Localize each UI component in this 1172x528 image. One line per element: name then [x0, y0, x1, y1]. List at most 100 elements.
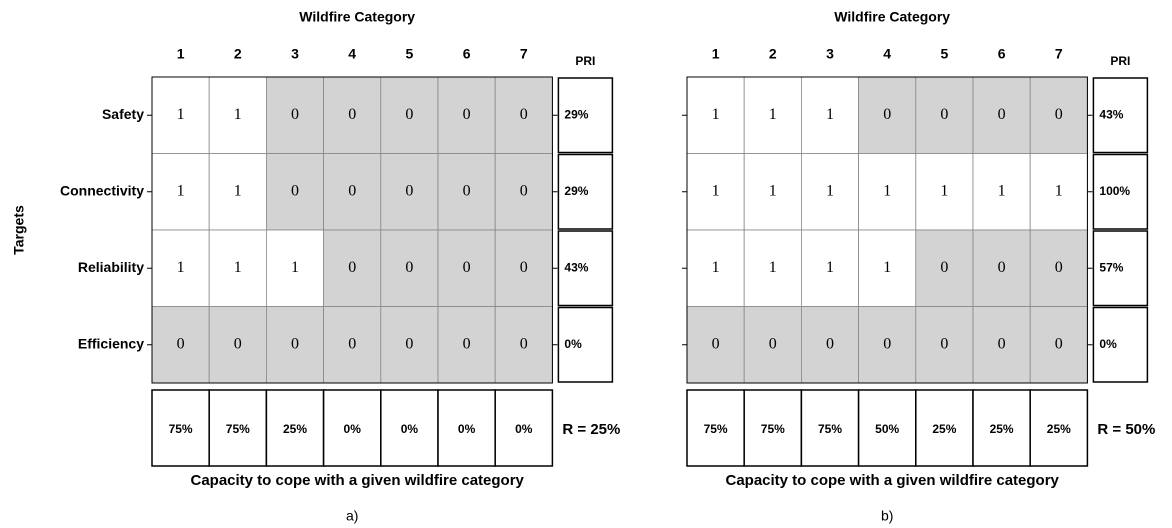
cell-value: 0 — [291, 182, 299, 199]
cell — [686, 306, 745, 384]
cell — [151, 306, 210, 384]
cell-value: 0 — [1055, 335, 1063, 352]
cell-value: 1 — [234, 259, 242, 276]
capacity-box — [1029, 389, 1089, 467]
capacity-value: 0% — [344, 422, 362, 436]
panel-title: Wildfire Category — [834, 9, 950, 25]
cell — [437, 306, 496, 384]
cell — [915, 306, 974, 384]
pri-value: 29% — [564, 184, 588, 198]
pri-value: 100% — [1099, 184, 1130, 198]
cell-value: 1 — [940, 182, 948, 199]
cell-value: 1 — [769, 182, 777, 199]
grid-border — [686, 76, 1088, 384]
capacity-value: 0% — [458, 422, 476, 436]
cell-value: 0 — [520, 259, 528, 276]
capacity-value: 25% — [990, 422, 1014, 436]
capacity-box — [800, 389, 860, 467]
grid-border — [151, 76, 553, 384]
column-header: 1 — [712, 46, 720, 62]
cell-value: 1 — [1055, 182, 1063, 199]
cell-value: 0 — [177, 335, 185, 352]
capacity-box — [915, 389, 974, 467]
cell — [915, 153, 974, 231]
capacity-box — [151, 389, 210, 467]
caption: b) — [881, 508, 893, 524]
column-header: 4 — [883, 46, 891, 62]
cell-value: 0 — [348, 259, 356, 276]
cell — [972, 306, 1031, 384]
column-header: 4 — [348, 46, 356, 62]
cell-value: 0 — [405, 335, 413, 352]
cell-value: 0 — [348, 182, 356, 199]
capacity-box — [208, 389, 268, 467]
cell — [380, 153, 439, 231]
cell-value: 0 — [883, 106, 891, 123]
cell-value: 0 — [234, 335, 242, 352]
pri-box — [1092, 153, 1149, 230]
cell-value: 1 — [883, 182, 891, 199]
pri-value: 29% — [564, 107, 588, 121]
capacity-value: 25% — [932, 422, 956, 436]
column-header: 5 — [406, 46, 414, 62]
capacity-value: 75% — [761, 422, 785, 436]
cell-value: 0 — [463, 335, 471, 352]
cell — [915, 76, 974, 154]
cell-value: 1 — [234, 182, 242, 199]
cell-value: 0 — [348, 335, 356, 352]
capacity-box — [494, 389, 554, 467]
cell — [801, 306, 860, 384]
resilience: R = 50% — [1097, 421, 1155, 438]
cell-value: 1 — [712, 182, 720, 199]
cell-value: 0 — [1055, 106, 1063, 123]
cell-value: 0 — [1055, 259, 1063, 276]
row-label: Reliability — [78, 259, 144, 275]
cell-value: 0 — [712, 335, 720, 352]
cell — [437, 153, 496, 231]
cell — [743, 306, 802, 384]
cell — [858, 76, 917, 154]
cell — [743, 153, 802, 231]
column-header: 6 — [463, 46, 471, 62]
caption: a) — [346, 508, 358, 524]
capacity-value: 75% — [226, 422, 250, 436]
pri-value: 0% — [1099, 337, 1117, 351]
column-header: 1 — [177, 46, 185, 62]
cell-value: 0 — [405, 182, 413, 199]
column-header: 6 — [998, 46, 1006, 62]
row-label: Connectivity — [60, 182, 144, 198]
pri-box — [557, 230, 614, 307]
cell — [208, 306, 267, 384]
capacity-value: 75% — [704, 422, 728, 436]
cell-value: 1 — [177, 259, 185, 276]
cell — [323, 229, 382, 307]
cell — [265, 229, 324, 307]
capacity-value: 25% — [1047, 422, 1071, 436]
capacity-box — [437, 389, 496, 467]
pri-value: 43% — [564, 260, 588, 274]
row-label: Efficiency — [78, 335, 144, 351]
cell-value: 0 — [348, 106, 356, 123]
column-header: 3 — [826, 46, 834, 62]
row-axis-label: Targets — [11, 205, 27, 255]
cell — [208, 153, 267, 231]
cell-value: 0 — [291, 335, 299, 352]
x-label: Capacity to cope with a given wildfire c… — [190, 472, 524, 489]
capacity-box — [265, 389, 325, 467]
pri-box — [557, 153, 614, 230]
cell — [858, 153, 917, 231]
column-header: 5 — [941, 46, 949, 62]
capacity-box — [972, 389, 1031, 467]
cell-value: 1 — [291, 259, 299, 276]
column-header: 2 — [234, 46, 242, 62]
cell-value: 1 — [826, 259, 834, 276]
pri-box — [1092, 77, 1149, 154]
pri-header: PRI — [575, 54, 595, 68]
cell — [437, 76, 496, 154]
cell-value: 0 — [463, 106, 471, 123]
pri-box — [1092, 230, 1149, 307]
cell — [972, 76, 1031, 154]
pri-box — [557, 306, 614, 383]
capacity-value: 75% — [169, 422, 193, 436]
pri-box — [1092, 306, 1149, 383]
